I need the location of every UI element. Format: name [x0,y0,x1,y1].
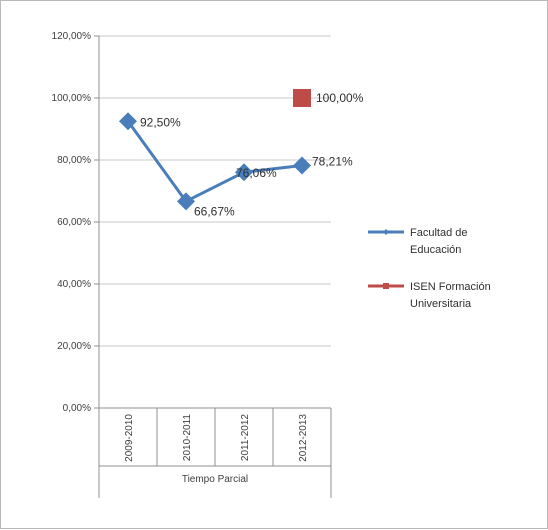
legend-label: Educación [410,244,461,256]
y-tick-label: 20,00% [57,341,91,352]
data-point [293,89,311,107]
category-group-label: Tiempo Parcial [182,474,248,485]
data-label: 78,21% [312,155,353,169]
data-label: 76,06% [236,166,277,180]
data-label: 100,00% [316,91,364,105]
data-label: 66,67% [194,204,235,218]
gridlines [99,35,331,409]
x-tick-label: 2011-2012 [240,414,251,462]
y-tick-label: 40,00% [57,279,91,290]
legend-swatch-marker [383,229,389,235]
legend-label: Universitaria [410,298,472,310]
y-tick-label: 100,00% [52,93,92,104]
y-tick-label: 120,00% [52,31,92,42]
y-tick-label: 0,00% [63,403,91,414]
legend-label: Facultad de [410,227,467,239]
series-points [119,89,311,211]
x-tick-label: 2010-2011 [182,414,193,462]
x-tick-label: 2009-2010 [124,414,135,462]
y-axis-ticks: 0,00% 20,00% 40,00% 60,00% 80,00% 100,00% 120,… [52,31,99,414]
data-point [235,163,253,182]
series-lines [126,120,303,203]
data-label: 92,50% [140,115,181,129]
data-point [293,156,311,175]
legend-label: ISEN Formación [410,281,491,293]
data-point [119,112,137,131]
legend-swatch-marker [383,283,389,289]
x-axis-ticks: 2009-2010 2010-2011 2011-2012 2012-2013 Tiem… [98,408,332,485]
series-line [126,120,303,203]
data-point [177,192,195,211]
data-labels: 92,50% 66,67% 76,06% 78,21% 100,00% [140,91,364,218]
legend: Facultad de Educación ISEN Formación Univer… [368,227,491,310]
y-tick-label: 80,00% [57,155,91,166]
y-tick-label: 60,00% [57,217,91,228]
x-tick-label: 2012-2013 [298,414,309,462]
